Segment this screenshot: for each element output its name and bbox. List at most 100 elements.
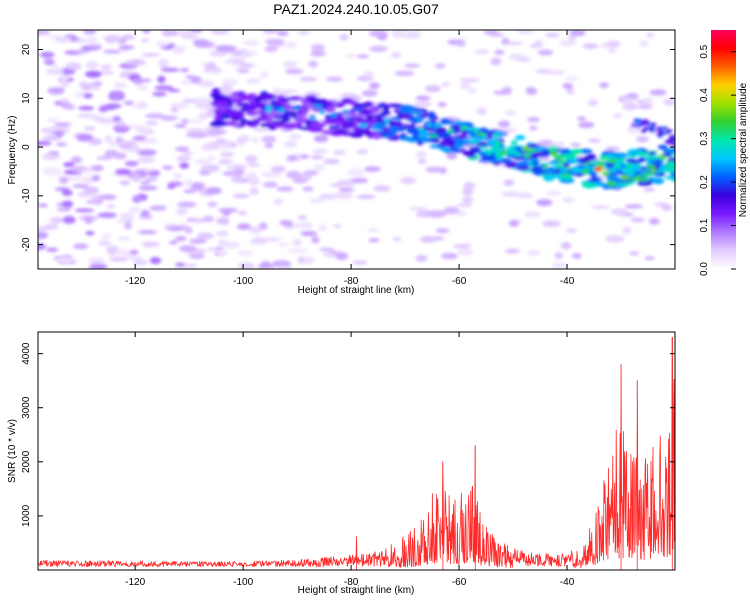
spectrogram-cell (125, 146, 143, 153)
spectrogram-cell (658, 154, 667, 159)
spectrogram-cell (60, 98, 70, 104)
spectrogram-heatmap (38, 30, 675, 269)
spectrogram-cell (334, 191, 354, 200)
spectrogram-cell (232, 175, 243, 183)
snr-x-tick-label: -80 (344, 577, 359, 588)
spectrogram-cell (85, 61, 99, 70)
spectrogram-cell (630, 123, 637, 127)
spectrogram-cell (141, 52, 161, 57)
spectrogram-cell (72, 243, 89, 250)
spectrogram-cell (169, 103, 189, 109)
spectrogram-cell (648, 218, 660, 225)
spectrogram-cell (415, 254, 428, 262)
spectrogram-cell (38, 203, 48, 208)
spectrogram-cell (647, 164, 656, 169)
spectrogram-cell (554, 154, 563, 160)
spectrogram-cell (309, 198, 324, 203)
spectrogram-cell (291, 222, 311, 229)
spectrogram-frame (37, 29, 676, 270)
spectrogram-cell (537, 139, 554, 147)
spectrogram-cell (38, 231, 49, 240)
spectrogram-cell (344, 116, 355, 120)
spectrogram-cell (248, 177, 260, 186)
spectrogram-cell (479, 127, 488, 132)
spectrogram-cell (631, 166, 640, 171)
spectrogram-cell (106, 246, 119, 251)
spectrogram-cell (59, 75, 69, 82)
spectrogram-cell (131, 174, 141, 182)
spectrogram-cell (245, 119, 255, 126)
spectrogram-cell (189, 253, 205, 259)
spectrogram-cell (113, 152, 127, 160)
spectrogram-cell (607, 180, 616, 187)
spectrogram-cell (566, 228, 577, 234)
spectrogram-cell (381, 128, 392, 132)
spectrogram-cell (56, 142, 68, 147)
spectrogram-cell (489, 33, 505, 37)
spectrogram-cell (548, 69, 566, 76)
spectrogram-cell (63, 162, 75, 168)
spectrogram-cell (525, 86, 537, 93)
spectrogram-cell (668, 141, 675, 146)
spectrogram-cell (549, 149, 557, 156)
spectrogram-cell (235, 103, 244, 107)
spectrogram-cell (108, 90, 125, 98)
spectrogram-cell (98, 240, 112, 247)
spectrogram-cell (104, 135, 113, 143)
spectrogram-cell (142, 30, 151, 34)
spectrogram-cell (235, 138, 249, 143)
spectrogram-cell (222, 78, 238, 86)
spectrogram-cell (373, 116, 383, 120)
spectrogram-cell (136, 156, 156, 164)
spectrogram-cell (61, 200, 74, 208)
spectrogram-cell (652, 177, 665, 185)
spectrogram-cell (62, 104, 74, 110)
spectrogram-cell (287, 96, 299, 101)
spectrogram-cell (328, 125, 341, 129)
spectrogram-cell (386, 126, 399, 133)
spectrogram-cell (67, 176, 87, 182)
spectrogram-cell (149, 205, 167, 212)
spectrogram-y-axis-label: Frequency (Hz) (7, 116, 18, 185)
spectrogram-cell (619, 175, 630, 181)
spectrogram-cell (457, 248, 474, 256)
spectrogram-cell (513, 156, 526, 161)
spectrogram-cell (312, 149, 329, 154)
spectrogram-x-tick-label: -80 (344, 276, 359, 287)
spectrogram-cell (83, 126, 96, 131)
spectrogram-cell (97, 212, 118, 219)
spectrogram-cell (232, 168, 245, 177)
spectrogram-cell (526, 250, 541, 256)
spectrogram-cell (292, 105, 302, 110)
spectrogram-cell (59, 83, 70, 88)
spectrogram-cell (244, 103, 259, 111)
spectrogram-x-tick-label: -120 (125, 276, 145, 287)
spectrogram-cell (392, 236, 402, 242)
spectrogram-cell (383, 118, 390, 124)
spectrogram-cell (377, 34, 388, 41)
spectrogram-cell (259, 123, 274, 128)
spectrogram-cell (78, 81, 89, 88)
spectrogram-cell (456, 203, 473, 208)
spectrogram-cell (54, 130, 66, 136)
spectrogram-cell (420, 235, 438, 243)
snr-background (38, 332, 675, 570)
spectrogram-cell (170, 108, 179, 112)
spectrogram-cell (61, 190, 73, 196)
spectrogram-cell (532, 165, 543, 171)
spectrogram-cell (88, 257, 105, 264)
spectrogram-cell (523, 154, 531, 158)
spectrogram-cell (160, 115, 178, 121)
snr-y-tick-label: 1000 (21, 504, 32, 527)
spectrogram-cell (215, 106, 229, 113)
spectrogram-cell (218, 207, 238, 213)
snr-y-ticks: 1000 2000 3000 4000 (21, 342, 675, 527)
spectrogram-cell (561, 153, 577, 160)
spectrogram-cell (219, 151, 235, 157)
spectrogram-cell (605, 235, 625, 243)
spectrogram-cell (627, 127, 643, 134)
spectrogram-cell (646, 32, 655, 38)
spectrogram-cell (441, 252, 459, 260)
spectrogram-cell (284, 68, 304, 75)
spectrogram-cell (88, 85, 101, 91)
